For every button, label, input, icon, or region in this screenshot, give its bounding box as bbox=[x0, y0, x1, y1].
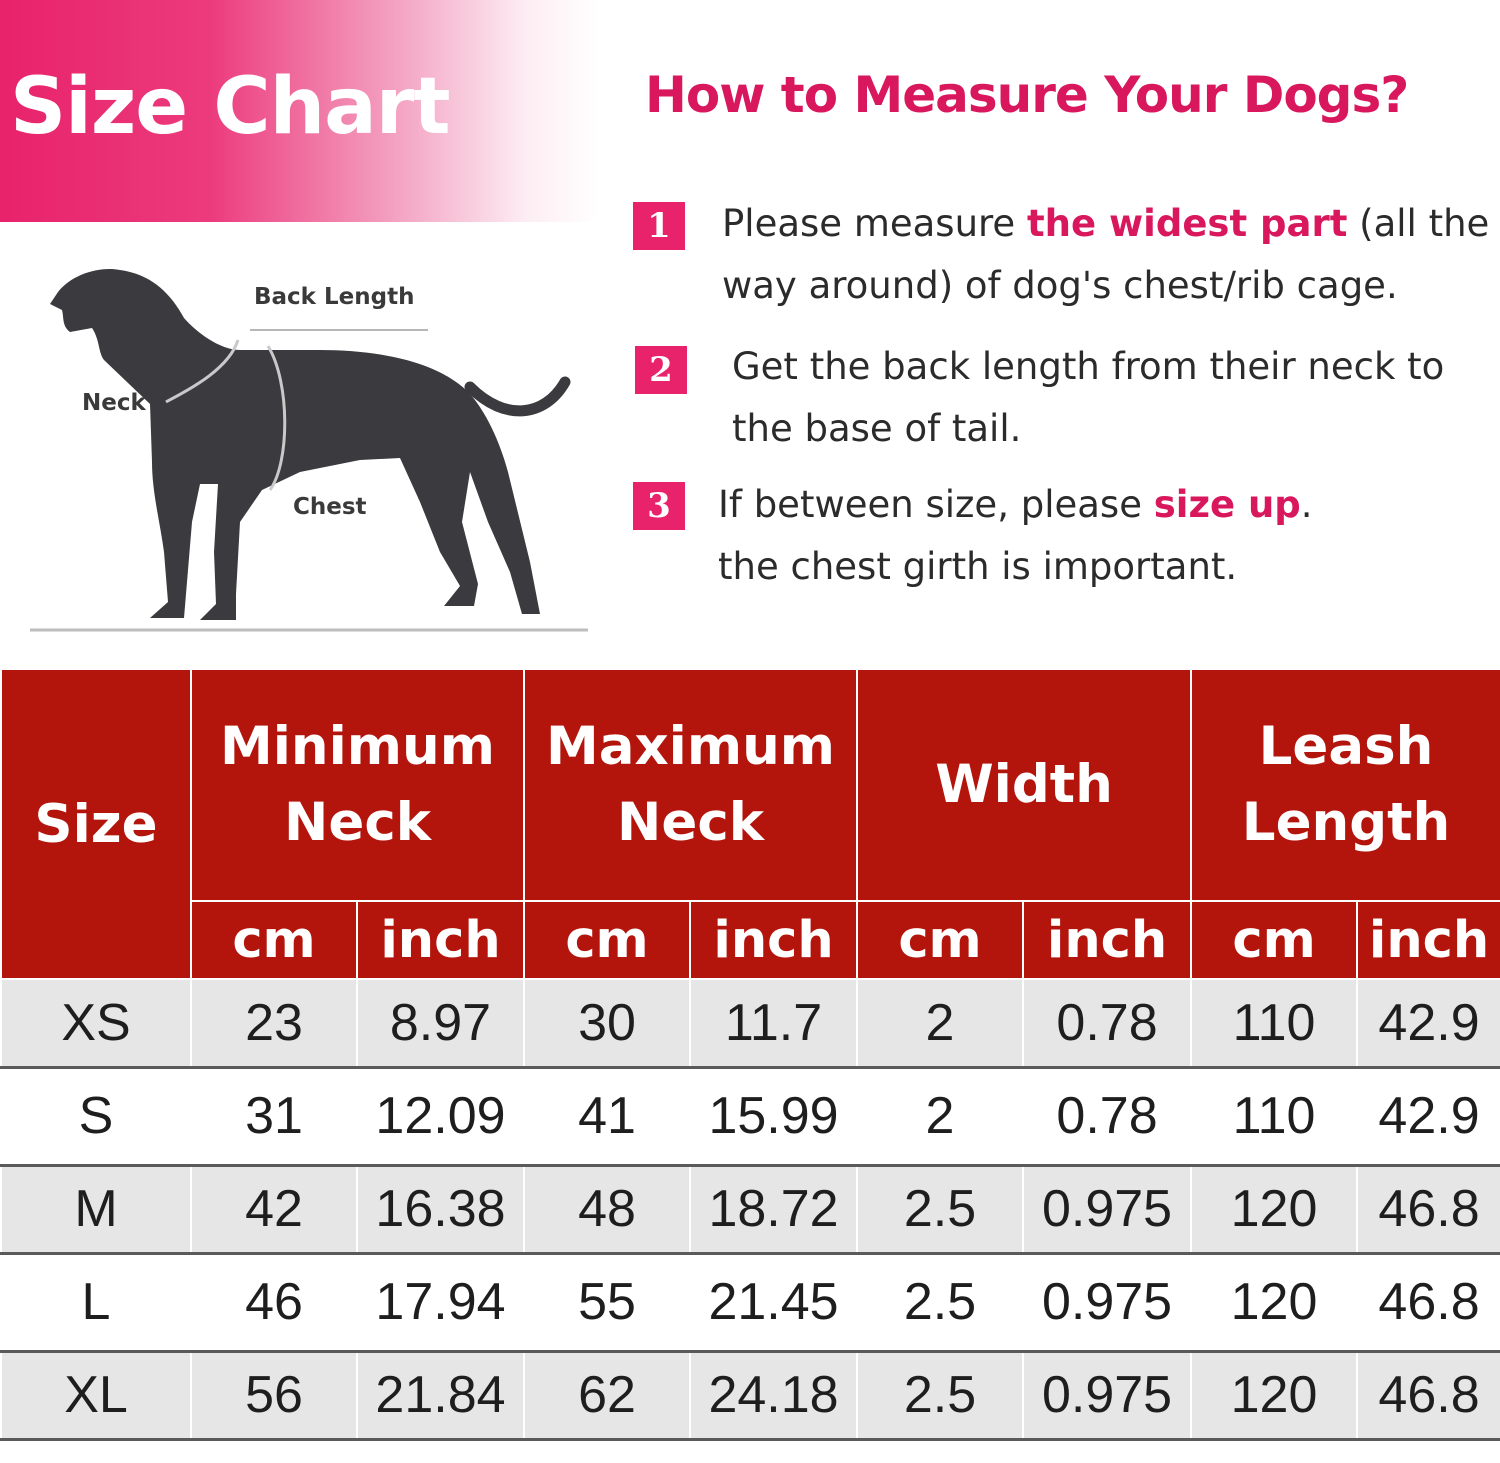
measurement-cell: 42.9 bbox=[1356, 1067, 1500, 1167]
banner-title: Size Chart bbox=[10, 62, 451, 152]
measurement-cell: 2.5 bbox=[856, 1253, 1025, 1353]
measurement-cell: 2 bbox=[856, 979, 1025, 1069]
max-neck-header-line-1: Maximum bbox=[545, 716, 836, 777]
measurement-cell: 41 bbox=[523, 1067, 691, 1167]
measurement-cell: 120 bbox=[1190, 1165, 1359, 1255]
unit-header: inch bbox=[688, 900, 859, 980]
max-neck-header-line-2: Neck bbox=[617, 792, 764, 853]
size-cell: S bbox=[0, 1067, 192, 1167]
step-3-text-a: If between size, please bbox=[718, 483, 1154, 526]
size-table: Size Minimum Neck Maximum Neck Width Lea… bbox=[0, 668, 1500, 1441]
measurement-cell: 2 bbox=[856, 1067, 1025, 1167]
min-neck-header-line-1: Minimum bbox=[220, 716, 495, 777]
step-3-text-b: . bbox=[1300, 483, 1313, 526]
measurement-cell: 12.09 bbox=[356, 1067, 525, 1167]
measurement-cell: 0.78 bbox=[1022, 1067, 1193, 1167]
size-cell: XL bbox=[0, 1351, 192, 1441]
neck-label: Neck bbox=[82, 390, 146, 416]
unit-header: cm bbox=[523, 900, 691, 980]
measurement-cell: 46.8 bbox=[1356, 1253, 1500, 1353]
width-header-line-1: Width bbox=[935, 754, 1113, 815]
measurement-cell: 21.45 bbox=[688, 1253, 859, 1353]
step-1-highlight: the widest part bbox=[1026, 202, 1348, 245]
size-cell: XS bbox=[0, 979, 192, 1069]
measurement-cell: 110 bbox=[1190, 979, 1359, 1069]
leash-length-header-line-2: Length bbox=[1241, 792, 1451, 853]
measurement-cell: 15.99 bbox=[688, 1067, 859, 1167]
measurement-cell: 56 bbox=[190, 1351, 358, 1441]
unit-header: inch bbox=[1022, 900, 1193, 980]
measurement-cell: 11.7 bbox=[688, 979, 859, 1069]
table-row: XS 23 8.97 30 11.7 2 0.78 110 42.9 bbox=[0, 979, 1500, 1069]
unit-header: cm bbox=[190, 900, 358, 980]
measurement-cell: 2.5 bbox=[856, 1165, 1025, 1255]
dog-measurement-diagram: Back Length Neck Chest bbox=[0, 222, 600, 642]
measurement-cell: 23 bbox=[190, 979, 358, 1069]
measurement-cell: 0.975 bbox=[1022, 1253, 1193, 1353]
table-row: S 31 12.09 41 15.99 2 0.78 110 42.9 bbox=[0, 1067, 1500, 1167]
step-2-line-2: the base of tail. bbox=[732, 407, 1022, 450]
table-row: XL 56 21.84 62 24.18 2.5 0.975 120 46.8 bbox=[0, 1351, 1500, 1441]
step-3-highlight: size up bbox=[1153, 483, 1301, 526]
measurement-cell: 62 bbox=[523, 1351, 691, 1441]
measurement-cell: 48 bbox=[523, 1165, 691, 1255]
step-1-line-1: Please measure the widest part (all the bbox=[722, 193, 1489, 255]
step-1-text-b: (all the bbox=[1347, 202, 1490, 245]
measurement-cell: 0.975 bbox=[1022, 1165, 1193, 1255]
measurement-cell: 24.18 bbox=[688, 1351, 859, 1441]
measurement-cell: 110 bbox=[1190, 1067, 1359, 1167]
measurement-cell: 46.8 bbox=[1356, 1165, 1500, 1255]
measurement-cell: 8.97 bbox=[356, 979, 525, 1069]
measurement-cell: 120 bbox=[1190, 1351, 1359, 1441]
measurement-cell: 17.94 bbox=[356, 1253, 525, 1353]
unit-header: inch bbox=[356, 900, 525, 980]
step-3-line-2: the chest girth is important. bbox=[718, 545, 1238, 588]
measurement-cell: 30 bbox=[523, 979, 691, 1069]
step-1-text-a: Please measure bbox=[722, 202, 1027, 245]
leash-length-header: Leash Length bbox=[1190, 668, 1500, 902]
measurement-cell: 120 bbox=[1190, 1253, 1359, 1353]
back-length-label: Back Length bbox=[254, 284, 415, 310]
measurement-cell: 55 bbox=[523, 1253, 691, 1353]
measurement-cell: 42 bbox=[190, 1165, 358, 1255]
width-header: Width bbox=[856, 668, 1193, 902]
unit-header: cm bbox=[856, 900, 1025, 980]
step-3-number-badge: 3 bbox=[633, 482, 685, 530]
measurement-cell: 46.8 bbox=[1356, 1351, 1500, 1441]
how-to-measure-title: How to Measure Your Dogs? bbox=[645, 66, 1409, 124]
size-cell: L bbox=[0, 1253, 192, 1353]
size-cell: M bbox=[0, 1165, 192, 1255]
step-2-line-1: Get the back length from their neck to bbox=[732, 345, 1445, 388]
measurement-cell: 0.78 bbox=[1022, 979, 1193, 1069]
size-column-header: Size bbox=[0, 668, 192, 980]
step-3-line-1: If between size, please size up. bbox=[718, 474, 1313, 536]
measurement-cell: 2.5 bbox=[856, 1351, 1025, 1441]
table-row: M 42 16.38 48 18.72 2.5 0.975 120 46.8 bbox=[0, 1165, 1500, 1255]
unit-header: cm bbox=[1190, 900, 1359, 980]
measurement-cell: 21.84 bbox=[356, 1351, 525, 1441]
step-2-number-badge: 2 bbox=[635, 346, 687, 394]
step-1-line-2: way around) of dog's chest/rib cage. bbox=[722, 264, 1398, 307]
min-neck-header: Minimum Neck bbox=[190, 668, 525, 902]
measurement-cell: 18.72 bbox=[688, 1165, 859, 1255]
measurement-cell: 16.38 bbox=[356, 1165, 525, 1255]
max-neck-header: Maximum Neck bbox=[522, 668, 859, 902]
chest-label: Chest bbox=[293, 494, 367, 520]
dog-silhouette-icon bbox=[30, 268, 588, 632]
unit-header: inch bbox=[1356, 900, 1500, 980]
measurement-cell: 42.9 bbox=[1356, 979, 1500, 1069]
step-1-number-badge: 1 bbox=[633, 202, 685, 250]
table-row: L 46 17.94 55 21.45 2.5 0.975 120 46.8 bbox=[0, 1253, 1500, 1353]
min-neck-header-line-2: Neck bbox=[284, 792, 431, 853]
measurement-cell: 46 bbox=[190, 1253, 358, 1353]
size-chart-banner: Size Chart bbox=[0, 0, 600, 222]
measurement-cell: 31 bbox=[190, 1067, 358, 1167]
leash-length-header-line-1: Leash bbox=[1258, 716, 1434, 777]
measurement-cell: 0.975 bbox=[1022, 1351, 1193, 1441]
